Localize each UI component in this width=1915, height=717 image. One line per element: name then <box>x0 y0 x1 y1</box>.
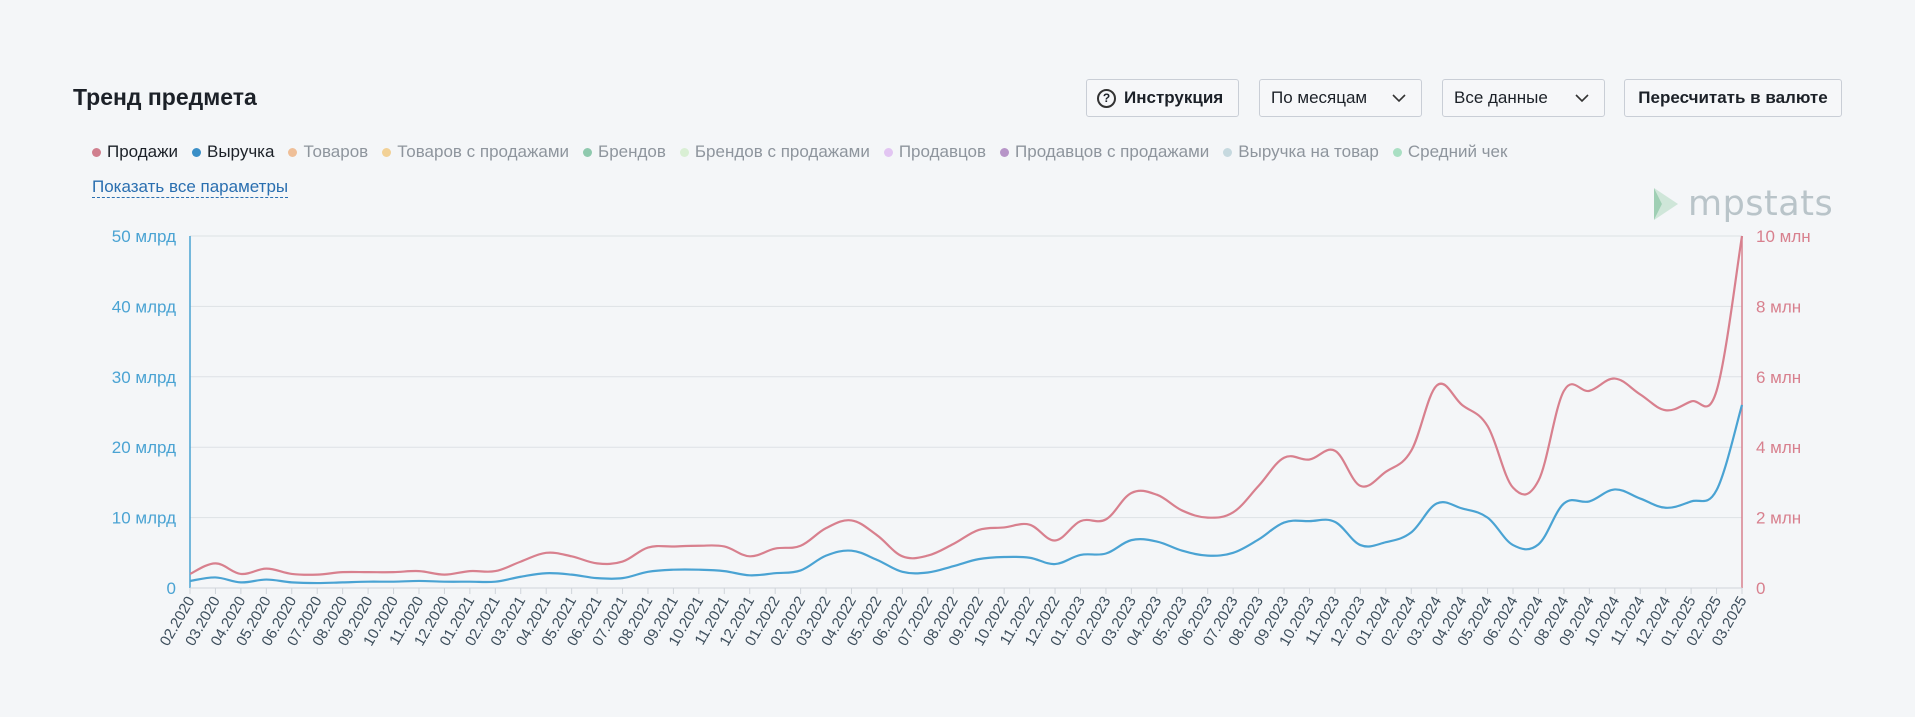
legend-label: Продавцов с продажами <box>1015 142 1210 161</box>
recalc-label: Пересчитать в валюте <box>1638 88 1828 107</box>
legend-label: Товаров с продажами <box>397 142 570 161</box>
recalc-currency-button[interactable]: Пересчитать в валюте <box>1624 79 1842 117</box>
page-title: Тренд предмета <box>73 84 257 110</box>
legend-item[interactable]: Товаров с продажами <box>382 142 569 162</box>
chart-legend: Продажи Выручка Товаров Товаров с продажами… <box>92 142 1521 162</box>
legend-dot-icon <box>192 147 201 157</box>
data-select-value: Все данные <box>1454 88 1548 107</box>
legend-dot-icon <box>583 147 593 157</box>
y-right-tick-label: 2 млн <box>1756 509 1801 528</box>
legend-dot-icon <box>382 147 392 157</box>
mpstats-logo: mpstats <box>1652 184 1833 224</box>
legend-label: Брендов с продажами <box>694 142 870 161</box>
legend-dot-icon <box>1223 147 1233 157</box>
instruction-label: Инструкция <box>1124 88 1224 107</box>
y-right-tick-label: 0 <box>1756 579 1765 598</box>
series-line-sales <box>189 235 1744 576</box>
legend-dot-icon <box>1000 147 1010 157</box>
y-right-tick-label: 10 млн <box>1756 227 1811 246</box>
show-all-params-link[interactable]: Показать все параметры <box>92 177 289 198</box>
period-select-value: По месяцам <box>1271 88 1368 107</box>
y-left-tick-label: 20 млрд <box>112 438 176 457</box>
legend-label: Выручка на товар <box>1238 142 1379 161</box>
legend-item[interactable]: Брендов <box>583 142 666 162</box>
y-left-tick-label: 50 млрд <box>112 227 176 246</box>
legend-item[interactable]: Товаров <box>288 142 368 162</box>
legend-dot-icon <box>288 147 298 157</box>
legend-dot-icon <box>92 147 101 157</box>
legend-label: Выручка <box>207 142 275 161</box>
logo-text: mpstats <box>1688 184 1834 224</box>
legend-label: Товаров <box>303 142 369 161</box>
legend-dot-icon <box>679 147 689 157</box>
data-select[interactable]: Все данные <box>1442 79 1605 117</box>
instruction-button[interactable]: ? Инструкция <box>1086 79 1239 117</box>
legend-dot-icon <box>883 147 893 157</box>
help-circle-icon: ? <box>1097 88 1116 108</box>
legend-item[interactable]: Выручка на товар <box>1223 142 1379 162</box>
legend-label: Средний чек <box>1407 142 1508 161</box>
legend-item[interactable]: Выручка <box>192 142 274 162</box>
y-left-tick-label: 40 млрд <box>112 297 176 316</box>
y-left-tick-label: 0 <box>167 579 176 598</box>
legend-item[interactable]: Брендов с продажами <box>679 142 870 162</box>
chevron-down-icon <box>1575 94 1589 103</box>
legend-label: Продажи <box>107 142 178 161</box>
legend-label: Брендов <box>598 142 666 161</box>
legend-item[interactable]: Средний чек <box>1392 142 1508 162</box>
y-right-tick-label: 8 млн <box>1756 297 1801 316</box>
legend-item[interactable]: Продавцов с продажами <box>1000 142 1209 162</box>
legend-dot-icon <box>1392 147 1402 157</box>
legend-label: Продавцов <box>898 142 987 161</box>
series-line-revenue <box>189 404 1744 585</box>
chevron-down-icon <box>1392 94 1406 103</box>
legend-item[interactable]: Продажи <box>92 142 178 162</box>
y-right-tick-label: 4 млн <box>1756 438 1801 457</box>
y-left-tick-label: 10 млрд <box>112 509 176 528</box>
period-select[interactable]: По месяцам <box>1259 79 1422 117</box>
y-right-tick-label: 6 млн <box>1756 368 1801 387</box>
logo-play-icon <box>1654 188 1678 220</box>
y-left-tick-label: 30 млрд <box>112 368 176 387</box>
legend-item[interactable]: Продавцов <box>883 142 987 162</box>
